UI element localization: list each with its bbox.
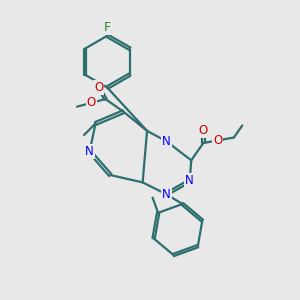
Text: N: N <box>162 135 171 148</box>
Text: O: O <box>94 81 104 94</box>
Text: N: N <box>162 188 171 201</box>
Text: N: N <box>185 174 194 188</box>
Text: O: O <box>213 134 223 147</box>
Text: O: O <box>199 124 208 137</box>
Text: F: F <box>104 21 111 34</box>
Text: O: O <box>87 96 96 110</box>
Text: N: N <box>85 145 94 158</box>
